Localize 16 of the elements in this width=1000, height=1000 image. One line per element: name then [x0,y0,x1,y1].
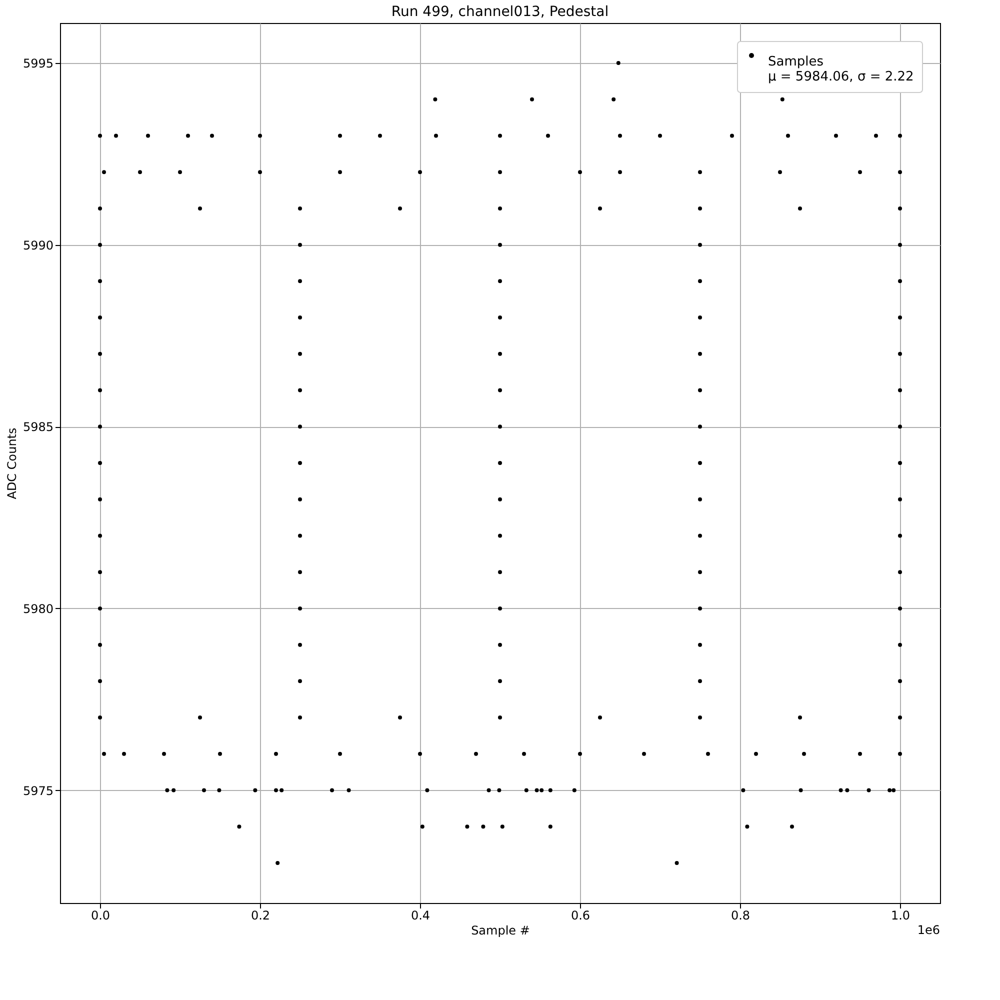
x-tick-label: 0.6 [570,908,590,922]
x-tick-label: 0.4 [410,908,430,922]
y-axis-title: ADC Counts [4,428,19,500]
legend-label: Samples μ = 5984.06, σ = 2.22 [768,54,914,84]
y-tick-label: 5975 [22,784,54,798]
x-tick-label: 1.0 [890,908,910,922]
x-tick-label: 0.2 [250,908,270,922]
x-axis-title: Sample # [471,924,530,938]
y-tick-label: 5985 [22,420,54,434]
y-tick-label: 5980 [22,602,54,616]
chart-title: Run 499, channel013, Pedestal [391,4,609,20]
y-tick-label: 5990 [22,238,54,252]
x-tick-label: 0.0 [90,908,110,922]
text: 1e6 [917,923,940,937]
y-tick-label: 5995 [22,56,54,70]
x-tick-label: 0.8 [730,908,750,922]
